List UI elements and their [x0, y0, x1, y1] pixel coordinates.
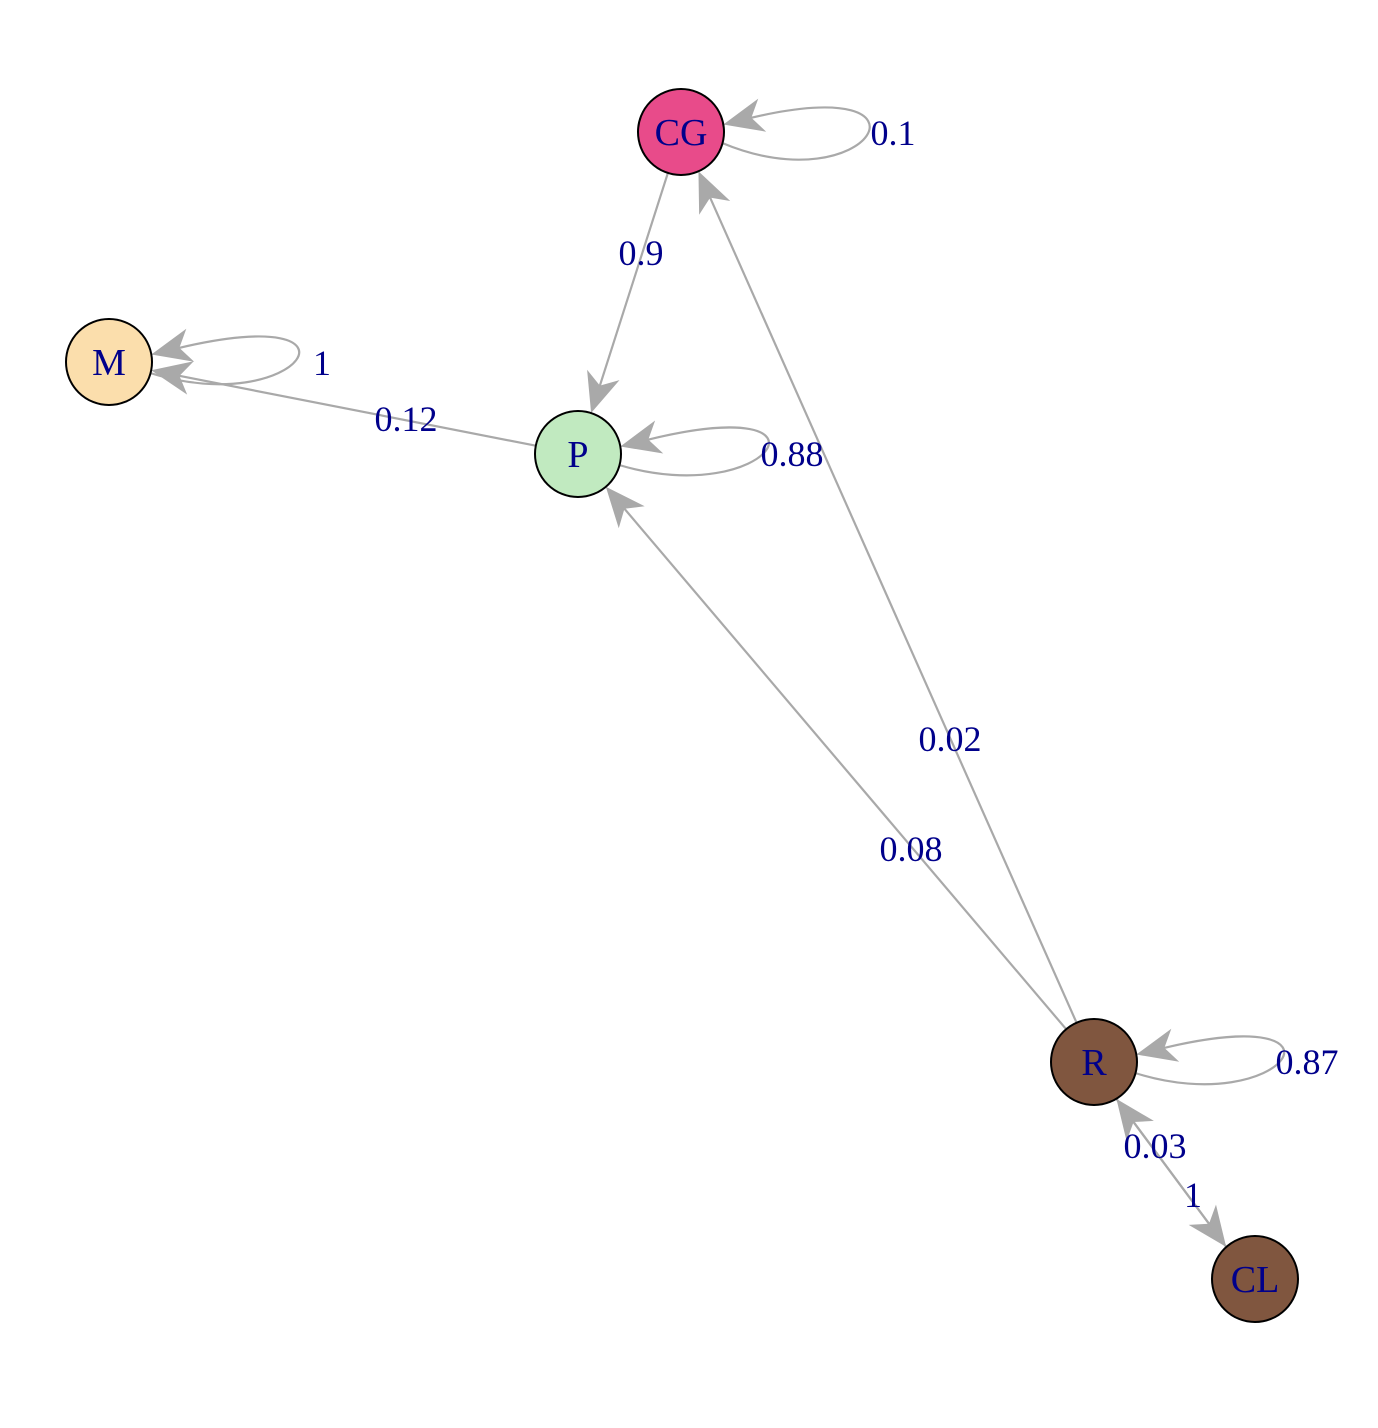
- arrowhead: [587, 369, 620, 414]
- arrowhead: [605, 486, 645, 529]
- edge-label-m-m: 1: [313, 343, 331, 383]
- edge-labels-layer: 0.1 0.9 1 0.12 0.88 0.02 0.08 0.87 1 0.03: [313, 113, 1339, 1215]
- arrowhead: [1188, 1204, 1227, 1247]
- edge-line: [619, 426, 770, 477]
- arrowhead: [1116, 1098, 1154, 1142]
- arrowhead: [1136, 1028, 1180, 1062]
- node-cg: CG: [637, 88, 725, 176]
- edge-label-p-m: 0.12: [375, 399, 438, 439]
- edge-label-r-cl: 1: [1184, 1175, 1202, 1215]
- node-r: R: [1050, 1018, 1138, 1106]
- node-m: M: [65, 318, 153, 406]
- edge-line: [623, 507, 1068, 1030]
- node-p: P: [534, 410, 622, 498]
- edge-cg-cg: [722, 98, 871, 161]
- edge-line: [1135, 1035, 1286, 1086]
- node-circle: [534, 410, 622, 498]
- node-circle: [1211, 1235, 1299, 1323]
- edge-line: [722, 106, 871, 161]
- edge-label-r-cg: 0.02: [919, 719, 982, 759]
- nodes-layer: CG M P R CL: [65, 88, 1299, 1323]
- edge-r-r: [1135, 1028, 1286, 1086]
- edge-label-cl-r: 0.03: [1124, 1126, 1187, 1166]
- node-circle: [637, 88, 725, 176]
- node-label: CG: [655, 112, 708, 154]
- arrowhead: [698, 171, 731, 215]
- edge-label-p-p: 0.88: [761, 434, 824, 474]
- node-label: M: [92, 342, 126, 384]
- edge-cg-p: [587, 172, 669, 414]
- edge-label-r-r: 0.87: [1276, 1042, 1339, 1082]
- node-label: P: [567, 434, 588, 476]
- edge-r-p: [605, 486, 1068, 1030]
- arrowhead: [620, 420, 664, 454]
- edge-line: [1132, 1120, 1228, 1248]
- edges-layer: [150, 98, 1286, 1248]
- arrowhead: [723, 98, 767, 132]
- edge-line: [150, 335, 301, 386]
- node-label: R: [1081, 1042, 1107, 1084]
- arrowhead: [151, 328, 195, 362]
- edge-label-cg-p: 0.9: [619, 233, 664, 273]
- edge-cl-r: [1116, 1098, 1228, 1248]
- edge-line: [598, 172, 669, 387]
- arrowhead: [151, 361, 194, 395]
- node-cl: CL: [1211, 1235, 1299, 1323]
- node-circle: [65, 318, 153, 406]
- edge-p-p: [619, 420, 770, 477]
- edge-p-m: [151, 361, 537, 447]
- node-label: CL: [1231, 1259, 1280, 1301]
- edge-label-cg-cg: 0.1: [871, 113, 916, 153]
- edge-r-cg: [698, 171, 1078, 1024]
- edge-label-r-p: 0.08: [880, 829, 943, 869]
- edge-line: [178, 374, 537, 447]
- node-circle: [1050, 1018, 1138, 1106]
- edge-m-m: [150, 328, 301, 386]
- edge-line: [708, 196, 1078, 1024]
